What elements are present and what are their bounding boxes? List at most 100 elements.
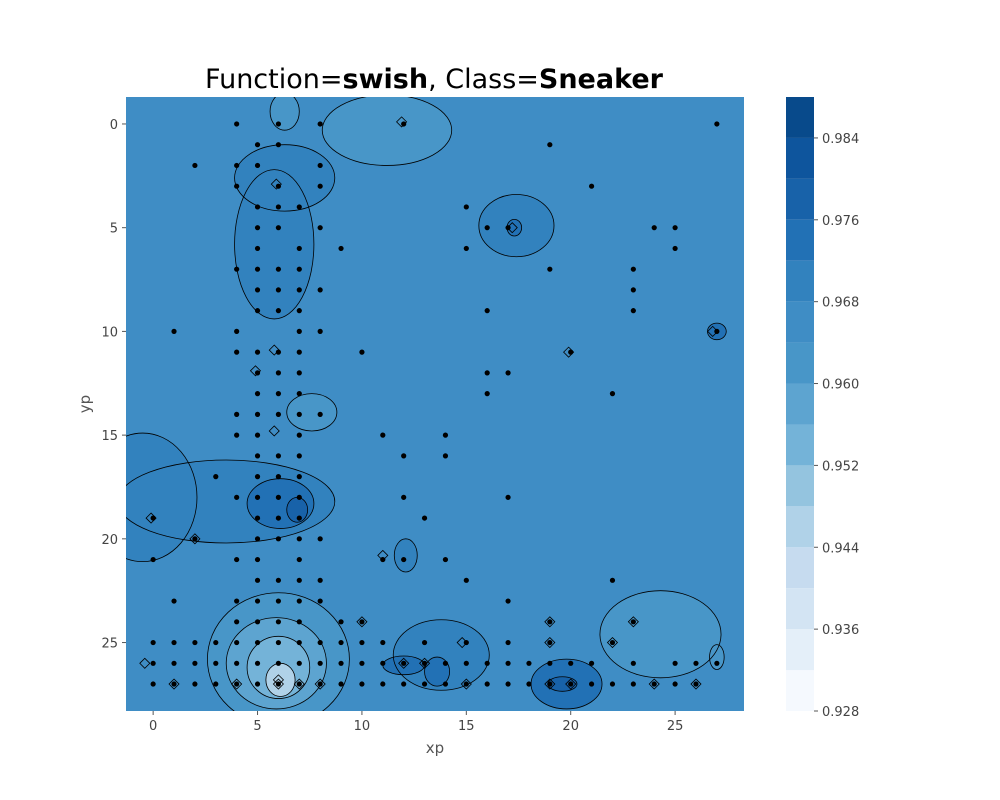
contour-line xyxy=(392,619,490,691)
data-point xyxy=(547,639,553,646)
data-point xyxy=(588,183,595,189)
marker-diamond xyxy=(249,365,262,377)
data-point xyxy=(234,328,240,334)
contour-region xyxy=(507,219,522,236)
y-tick-label: 25 xyxy=(101,637,118,652)
data-point xyxy=(171,598,177,604)
data-point xyxy=(254,681,261,687)
colorbar-segment xyxy=(786,137,814,179)
data-point xyxy=(442,681,449,687)
data-point xyxy=(275,204,282,210)
data-point xyxy=(359,639,365,646)
data-point xyxy=(463,245,469,252)
colorbar-tick-label: 0.944 xyxy=(822,541,859,556)
data-point xyxy=(275,121,282,127)
marker-diamond xyxy=(189,533,201,545)
data-point xyxy=(234,183,240,189)
x-axis: 0 5 10 15 20 25 xyxy=(149,711,683,734)
data-point xyxy=(254,411,261,417)
data-point xyxy=(568,349,574,355)
colorbar-segment xyxy=(786,588,814,630)
data-point xyxy=(317,411,323,417)
data-point xyxy=(484,225,490,231)
data-point xyxy=(693,681,699,687)
data-point xyxy=(275,349,282,355)
data-point xyxy=(317,577,323,583)
data-point xyxy=(296,556,302,563)
data-point xyxy=(275,577,282,583)
data-point xyxy=(359,681,365,687)
contour-line xyxy=(424,656,451,687)
data-point xyxy=(275,142,282,148)
data-point xyxy=(192,162,198,169)
data-point xyxy=(651,681,657,687)
data-point xyxy=(505,639,511,646)
marker-diamonds xyxy=(139,116,719,690)
colorbar-segment xyxy=(786,629,814,671)
data-point xyxy=(254,639,261,646)
colorbar-segment xyxy=(786,97,814,138)
data-point xyxy=(296,536,302,542)
data-point xyxy=(171,639,177,646)
data-point xyxy=(254,432,261,438)
data-point xyxy=(296,266,302,272)
data-point xyxy=(505,494,511,500)
data-point xyxy=(275,453,282,459)
colorbar-tick-label: 0.984 xyxy=(822,132,859,147)
data-point xyxy=(317,287,323,293)
data-point xyxy=(547,660,553,666)
colorbar-segment xyxy=(786,506,814,548)
data-points xyxy=(150,121,720,687)
data-point xyxy=(234,639,240,646)
y-tick-label: 5 xyxy=(110,222,118,237)
x-tick-label: 20 xyxy=(562,719,579,734)
data-point xyxy=(150,681,156,687)
marker-diamond xyxy=(272,678,284,690)
colorbar-segment xyxy=(786,670,814,711)
contour-region xyxy=(286,393,337,431)
data-point xyxy=(254,287,261,293)
data-point xyxy=(275,639,282,646)
marker-diamond xyxy=(139,657,151,669)
data-point xyxy=(484,660,490,666)
data-point xyxy=(296,577,302,583)
data-point xyxy=(588,681,595,687)
data-point xyxy=(401,121,407,127)
data-point xyxy=(150,660,156,666)
contour-line xyxy=(234,169,315,320)
marker-diamond xyxy=(418,657,431,669)
contour-line xyxy=(478,194,555,258)
contour-line xyxy=(225,617,327,710)
data-point xyxy=(254,225,261,231)
data-point xyxy=(359,660,365,666)
data-point xyxy=(192,660,198,666)
title-part: swish xyxy=(343,64,429,95)
data-point xyxy=(296,453,302,459)
data-point xyxy=(630,619,636,625)
y-axis: 0 5 10 15 20 25 xyxy=(101,118,126,652)
marker-diamond xyxy=(396,116,408,128)
data-point xyxy=(275,598,282,604)
title-part: Function= xyxy=(205,64,342,95)
data-point xyxy=(317,681,323,687)
data-point xyxy=(484,308,490,314)
data-point xyxy=(275,681,282,687)
data-point xyxy=(275,370,282,376)
marker-diamond xyxy=(627,616,639,628)
data-point xyxy=(254,556,261,563)
data-point xyxy=(296,328,302,334)
data-point xyxy=(338,639,344,646)
contour-line xyxy=(246,478,315,529)
y-axis-label: yp xyxy=(76,395,94,413)
data-point xyxy=(254,391,261,397)
data-point xyxy=(234,349,240,355)
data-point xyxy=(296,432,302,438)
colorbar-segment xyxy=(786,260,814,302)
data-point xyxy=(547,266,553,272)
data-point xyxy=(401,556,407,563)
data-point xyxy=(547,142,553,148)
data-point xyxy=(254,598,261,604)
data-point xyxy=(296,619,302,625)
contour-line xyxy=(599,590,722,679)
x-tick-label: 10 xyxy=(354,719,371,734)
